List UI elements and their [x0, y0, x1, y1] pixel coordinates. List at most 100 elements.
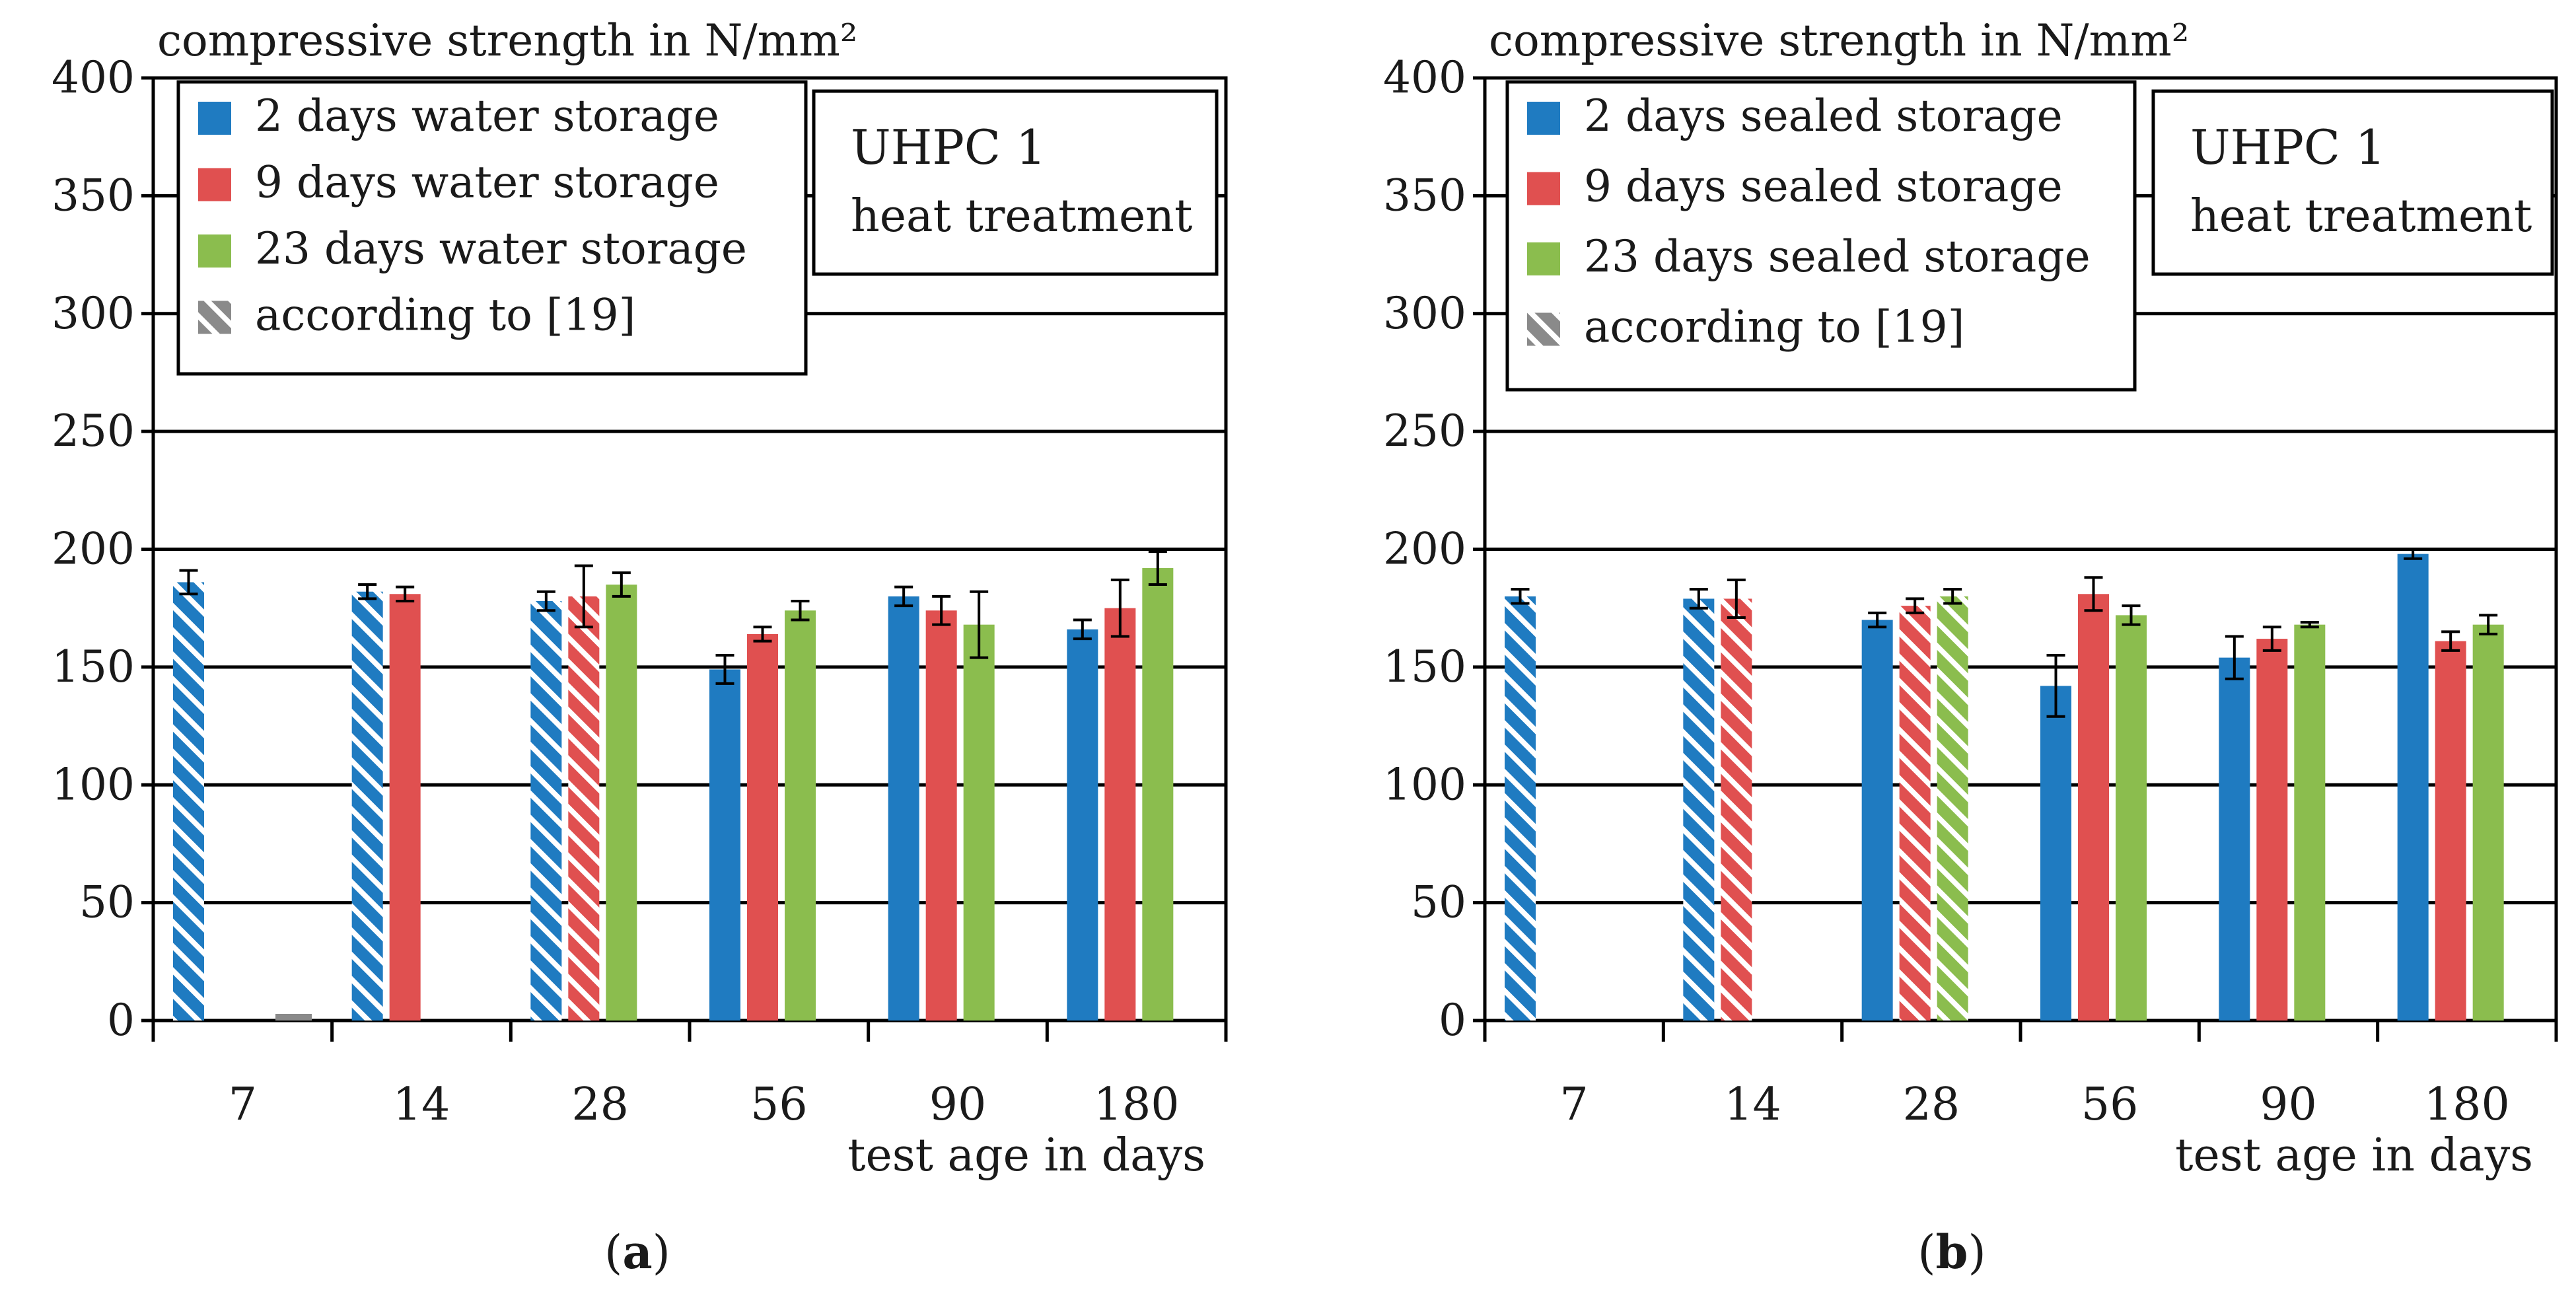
- chart-panel-a: 0 50 100 150 200 250 300 350 400 compressive stre…: [52, 15, 1228, 1279]
- x-tick-label: 28: [1903, 1079, 1960, 1131]
- y-tick-label: 200: [1383, 524, 1466, 575]
- legend-swatch: [1527, 312, 1560, 346]
- x-tick-label: 7: [229, 1079, 257, 1131]
- panel-caption: (b): [1917, 1225, 1986, 1279]
- bar: [173, 582, 204, 1021]
- annotation-title: UHPC 1: [851, 120, 1046, 175]
- error-bar: [2479, 614, 2498, 635]
- bar: [963, 624, 995, 1021]
- bars: [173, 550, 1174, 1021]
- y-axis-label: compressive strength in N/mm²: [157, 15, 857, 66]
- legend-swatch: [198, 168, 231, 201]
- bar: [530, 600, 562, 1021]
- error-bar: [2404, 548, 2423, 560]
- legend-swatch: [1527, 102, 1560, 135]
- y-tick-label: 50: [1411, 877, 1466, 928]
- error-bar: [1943, 588, 1962, 605]
- bar: [2294, 624, 2326, 1021]
- x-tick-label: 28: [571, 1079, 629, 1131]
- error-bar: [932, 594, 951, 626]
- y-tick-label: 0: [1439, 995, 1466, 1046]
- y-tick-label: 150: [1383, 641, 1466, 692]
- bar: [888, 596, 919, 1021]
- y-tick-label: 100: [52, 759, 135, 810]
- error-bar: [358, 583, 377, 600]
- error-bar: [396, 585, 415, 602]
- bar: [2472, 624, 2504, 1021]
- y-tick-label: 0: [107, 995, 135, 1046]
- bar: [1505, 596, 1536, 1021]
- bar: [2397, 554, 2429, 1021]
- legend-label: according to [19]: [255, 290, 635, 341]
- legend: 2 days sealed storage 9 days sealed stora…: [1505, 80, 2137, 392]
- error-bar: [2225, 635, 2244, 680]
- legend-label: 23 days sealed storage: [1584, 231, 2091, 282]
- legend-label: 9 days sealed storage: [1584, 161, 2063, 212]
- y-tick-label: 350: [52, 170, 135, 221]
- bar: [1683, 598, 1715, 1021]
- annotation-title: UHPC 1: [2190, 120, 2386, 175]
- bar: [785, 610, 816, 1021]
- annotation-box: UHPC 1 heat treatment: [812, 89, 1219, 276]
- bar: [1721, 598, 1752, 1021]
- error-bar: [2084, 576, 2103, 612]
- bar: [1142, 568, 1174, 1021]
- y-tick-label: 150: [52, 641, 135, 692]
- y-tick-label: 400: [52, 52, 135, 103]
- legend-label: 23 days water storage: [255, 223, 747, 274]
- bar: [2040, 686, 2071, 1021]
- bars: [1505, 548, 2504, 1021]
- bar: [1067, 629, 1098, 1021]
- bar: [1104, 608, 1136, 1021]
- annotation-box: UHPC 1 heat treatment: [2151, 89, 2554, 276]
- legend-label: according to [19]: [1584, 302, 1964, 353]
- y-tick-label: 400: [1383, 52, 1466, 103]
- x-axis-label: test age in days: [2175, 1130, 2533, 1182]
- bar: [1899, 606, 1931, 1021]
- x-tick-label: 180: [1094, 1079, 1180, 1131]
- x-tick-label: 180: [2424, 1079, 2510, 1131]
- y-tick-label: 250: [52, 406, 135, 456]
- error-bar: [179, 569, 198, 596]
- legend-swatch: [198, 102, 231, 135]
- error-bar: [612, 571, 631, 598]
- legend-swatch: [198, 301, 231, 334]
- error-bar: [2300, 621, 2319, 629]
- error-bar: [715, 654, 734, 685]
- y-tick-label: 200: [52, 524, 135, 575]
- bar: [2219, 657, 2250, 1021]
- error-bar: [2046, 654, 2065, 718]
- error-bar: [1511, 588, 1530, 605]
- legend-swatch: [1527, 172, 1560, 205]
- error-bar: [2262, 626, 2281, 652]
- bar: [606, 585, 637, 1021]
- error-bar: [1868, 611, 1887, 629]
- bar: [2116, 615, 2147, 1021]
- x-axis-label: test age in days: [847, 1130, 1205, 1182]
- y-tick-label: 50: [79, 877, 135, 928]
- bar: [2256, 639, 2288, 1021]
- error-bar: [791, 599, 810, 622]
- bar: [389, 594, 421, 1021]
- error-bar: [1906, 597, 1925, 614]
- bar: [1861, 620, 1893, 1021]
- x-tick-label: 90: [929, 1079, 987, 1131]
- legend-swatch: [1527, 242, 1560, 275]
- error-bar: [574, 564, 593, 629]
- error-bar: [894, 585, 913, 608]
- error-bar: [1727, 578, 1746, 619]
- bar: [925, 610, 957, 1021]
- x-tick-label: 7: [1560, 1079, 1589, 1131]
- error-bar: [753, 626, 772, 643]
- bar: [2435, 641, 2466, 1021]
- error-bar: [1073, 618, 1092, 641]
- y-tick-label: 350: [1383, 170, 1466, 221]
- y-tick-label: 250: [1383, 406, 1466, 456]
- y-axis-label: compressive strength in N/mm²: [1489, 15, 2189, 66]
- error-bar: [536, 590, 555, 612]
- error-bar: [1110, 578, 1129, 638]
- annotation-subtitle: heat treatment: [2190, 190, 2532, 242]
- error-bar: [970, 590, 989, 659]
- x-tick-label: 14: [1724, 1079, 1781, 1131]
